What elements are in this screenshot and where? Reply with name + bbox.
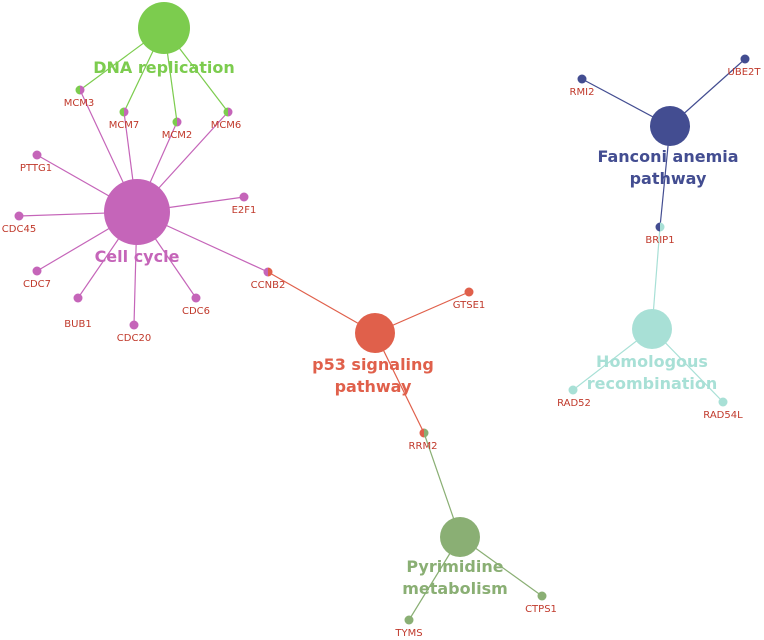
gene-label-cdc45: CDC45: [2, 224, 36, 235]
pathway-label-line: Homologous: [596, 352, 708, 371]
gene-node-mcm3[interactable]: [75, 85, 85, 95]
nodes: [14, 2, 750, 625]
gene-dot: [14, 211, 24, 221]
gene-label-cdc6: CDC6: [182, 306, 210, 317]
gene-label-bub1: BUB1: [64, 319, 91, 330]
gene-node-mcm7[interactable]: [119, 107, 129, 117]
pathway-label-line: Cell cycle: [95, 247, 180, 266]
gene-dot: [568, 385, 578, 395]
gene-label-ube2t: UBE2T: [728, 67, 762, 78]
pathway-node-pyrimidine[interactable]: [440, 517, 480, 557]
gene-dot-half: [172, 117, 177, 127]
gene-label-pttg1: PTTG1: [20, 163, 52, 174]
gene-dot: [239, 192, 249, 202]
pathway-label-pyrimidine: Pyrimidine metabolism: [402, 557, 508, 598]
gene-node-tyms[interactable]: [404, 615, 414, 625]
gene-node-cdc20[interactable]: [129, 320, 139, 330]
gene-dot: [129, 320, 139, 330]
pathway-label-line: DNA replication: [93, 58, 235, 77]
gene-node-ctps1[interactable]: [537, 591, 547, 601]
gene-node-mcm2[interactable]: [172, 117, 182, 127]
gene-label-mcm3: MCM3: [64, 98, 95, 109]
gene-dot-half: [124, 107, 129, 117]
gene-node-cdc7[interactable]: [32, 266, 42, 276]
gene-dot: [464, 287, 474, 297]
gene-dot-half: [424, 428, 429, 438]
gene-label-mcm7: MCM7: [109, 120, 140, 131]
pathway-label-line: metabolism: [402, 579, 508, 598]
pathway-node-fanconi[interactable]: [650, 106, 690, 146]
gene-label-cdc7: CDC7: [23, 279, 51, 290]
edge-ccnb2-p53: [267, 271, 376, 334]
pathway-node-p53[interactable]: [355, 313, 395, 353]
gene-dot-half: [223, 107, 228, 117]
gene-node-rrm2[interactable]: [419, 428, 429, 438]
gene-dot-half: [80, 85, 85, 95]
pathway-node-cell[interactable]: [104, 179, 170, 245]
pathway-label-line: pathway: [335, 377, 412, 396]
gene-dot-half: [660, 222, 665, 232]
gene-dot-half: [655, 222, 660, 232]
gene-dot-half: [228, 107, 233, 117]
gene-dot-half: [263, 267, 268, 277]
gene-label-cdc20: CDC20: [117, 333, 151, 344]
gene-dot-half: [119, 107, 124, 117]
pathway-label-line: p53 signaling: [312, 355, 434, 374]
gene-label-mcm2: MCM2: [162, 130, 193, 141]
gene-node-e2f1[interactable]: [239, 192, 249, 202]
pathway-label-line: pathway: [630, 169, 707, 188]
gene-node-cdc6[interactable]: [191, 293, 201, 303]
gene-node-brip1[interactable]: [655, 222, 665, 232]
gene-label-brip1: BRIP1: [645, 235, 674, 246]
gene-label-ccnb2: CCNB2: [251, 280, 286, 291]
pathway-label-cell: Cell cycle: [95, 247, 180, 266]
gene-label-tyms: TYMS: [394, 628, 422, 639]
gene-label-mcm6: MCM6: [211, 120, 242, 131]
gene-node-gtse1[interactable]: [464, 287, 474, 297]
gene-dot-half: [75, 85, 80, 95]
gene-dot: [32, 266, 42, 276]
gene-node-rad54l[interactable]: [718, 397, 728, 407]
gene-label-rad52: RAD52: [557, 398, 591, 409]
pathway-label-line: recombination: [587, 374, 718, 393]
gene-node-rmi2[interactable]: [577, 74, 587, 84]
gene-node-mcm6[interactable]: [223, 107, 233, 117]
gene-dot: [32, 150, 42, 160]
pathway-node-dna[interactable]: [138, 2, 190, 54]
gene-node-cdc45[interactable]: [14, 211, 24, 221]
gene-label-ctps1: CTPS1: [525, 604, 557, 615]
gene-dot: [404, 615, 414, 625]
gene-node-pttg1[interactable]: [32, 150, 42, 160]
gene-label-rad54l: RAD54L: [703, 410, 743, 421]
gene-dot-half: [268, 267, 273, 277]
gene-dot-half: [419, 428, 424, 438]
gene-dot: [537, 591, 547, 601]
gene-dot-half: [177, 117, 182, 127]
pathway-label-homologous: Homologous recombination: [587, 352, 718, 393]
gene-node-ube2t[interactable]: [740, 54, 750, 64]
gene-dot: [73, 293, 83, 303]
pathway-node-homologous[interactable]: [632, 309, 672, 349]
gene-dot: [718, 397, 728, 407]
pathway-label-p53: p53 signaling pathway: [312, 355, 434, 396]
gene-dot: [191, 293, 201, 303]
gene-node-bub1[interactable]: [73, 293, 83, 303]
pathway-label-dna: DNA replication: [93, 58, 235, 77]
pathway-label-line: Pyrimidine: [406, 557, 503, 576]
gene-label-rmi2: RMI2: [570, 87, 595, 98]
labels: DNA replication Cell cycle Fanconi anemia p…: [2, 58, 762, 639]
gene-dot: [577, 74, 587, 84]
gene-label-e2f1: E2F1: [232, 205, 257, 216]
pathway-label-fanconi: Fanconi anemia pathway: [597, 147, 738, 188]
gene-label-gtse1: GTSE1: [453, 300, 486, 311]
pathway-label-line: Fanconi anemia: [597, 147, 738, 166]
gene-dot: [740, 54, 750, 64]
gene-label-rrm2: RRM2: [409, 441, 438, 452]
gene-node-rad52[interactable]: [568, 385, 578, 395]
gene-node-ccnb2[interactable]: [263, 267, 273, 277]
